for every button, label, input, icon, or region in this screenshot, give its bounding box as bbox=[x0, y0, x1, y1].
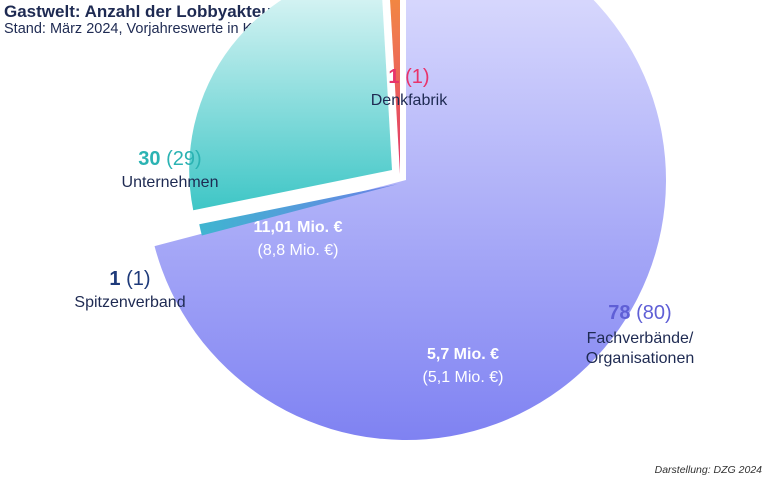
slice-2 bbox=[189, 0, 392, 211]
slice-3 bbox=[390, 0, 400, 174]
slice-0 bbox=[154, 0, 666, 440]
name-unternehmen: Unternehmen bbox=[121, 174, 219, 191]
name-spitzenverband: Spitzenverband bbox=[74, 294, 186, 311]
count-fachverbaende: 78 bbox=[608, 302, 631, 324]
name-fachverbaende-line2: Organisationen bbox=[585, 350, 695, 367]
spend-unternehmen-current: 11,01 Mio. € bbox=[253, 219, 343, 236]
chart-title: Gastwelt: Anzahl der Lobbyakteure bbox=[4, 2, 288, 21]
spend-unternehmen-prev: (8,8 Mio. €) bbox=[257, 242, 339, 259]
slice-1 bbox=[199, 184, 398, 236]
chart-subtitle: Stand: März 2024, Vorjahreswerte in Klam… bbox=[4, 21, 301, 37]
prev-spitzenverband: (1) bbox=[126, 268, 151, 290]
spend-fachverbaende: 5,7 Mio. € (5,1 Mio. €) bbox=[393, 343, 533, 389]
prev-denkfabrik: (1) bbox=[405, 66, 430, 88]
prev-unternehmen: (29) bbox=[166, 148, 202, 170]
name-denkfabrik: Denkfabrik bbox=[370, 92, 448, 109]
spend-fachverbaende-current: 5,7 Mio. € bbox=[426, 346, 500, 363]
count-denkfabrik: 1 bbox=[388, 66, 400, 88]
spend-fachverbaende-prev: (5,1 Mio. €) bbox=[422, 369, 504, 386]
prev-fachverbaende: (80) bbox=[636, 302, 672, 324]
spend-unternehmen: 11,01 Mio. € (8,8 Mio. €) bbox=[228, 216, 368, 262]
count-spitzenverband: 1 bbox=[109, 268, 121, 290]
name-fachverbaende-line1: Fachverbände/ bbox=[586, 330, 694, 347]
label-denkfabrik: 1 (1) Denkfabrik bbox=[334, 66, 484, 111]
count-unternehmen: 30 bbox=[138, 148, 161, 170]
label-unternehmen: 30 (29) Unternehmen bbox=[95, 148, 245, 193]
label-spitzenverband: 1 (1) Spitzenverband bbox=[55, 268, 205, 313]
label-fachverbaende: 78 (80) Fachverbände/ Organisationen bbox=[565, 302, 715, 369]
credit: Darstellung: DZG 2024 bbox=[654, 464, 762, 476]
